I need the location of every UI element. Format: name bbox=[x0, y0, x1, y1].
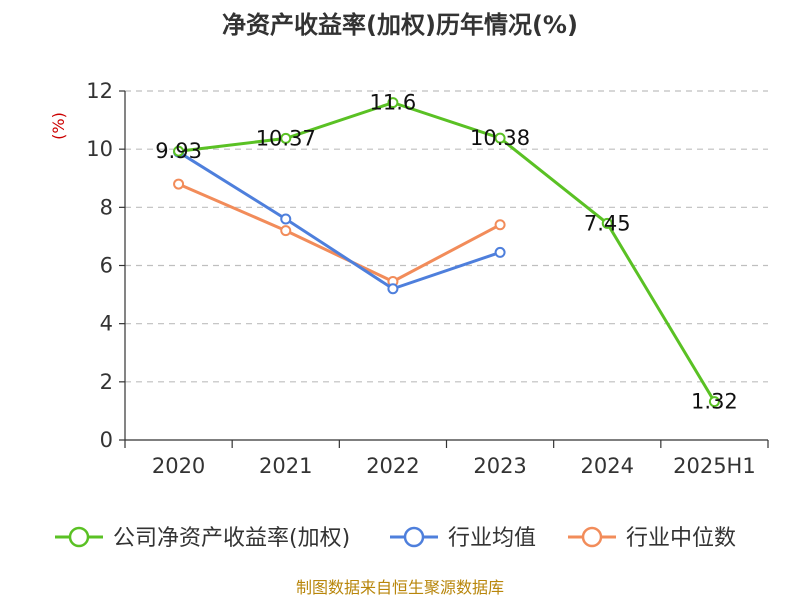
x-tick-label: 2020 bbox=[152, 454, 205, 478]
grid-lines bbox=[125, 90, 768, 383]
x-tick-label: 2021 bbox=[259, 454, 312, 478]
data-point bbox=[280, 132, 292, 144]
x-tick-label: 2024 bbox=[581, 454, 634, 478]
y-tick-label: 4 bbox=[100, 312, 113, 336]
data-label: 10.37 bbox=[256, 126, 316, 150]
data-point bbox=[494, 246, 506, 258]
data-label: 11.6 bbox=[370, 91, 417, 115]
axes: 0 2 4 6 8 10 12 2020 2021 2022 2023 2024 2025H1 bbox=[86, 79, 769, 478]
data-point bbox=[708, 396, 720, 408]
data-label: 10.38 bbox=[470, 126, 530, 150]
y-axis-unit-label: (%) bbox=[49, 112, 68, 140]
data-label: 1.32 bbox=[691, 390, 738, 414]
y-tick-label: 6 bbox=[100, 254, 113, 278]
data-point bbox=[280, 213, 292, 225]
y-tick-label: 0 bbox=[100, 428, 113, 452]
x-tick-label: 2022 bbox=[366, 454, 419, 478]
x-tick-label: 2023 bbox=[473, 454, 526, 478]
series-line bbox=[177, 182, 501, 283]
legend-label: 公司净资产收益率(加权) bbox=[113, 526, 350, 551]
legend-swatch-marker bbox=[581, 526, 603, 548]
series-line bbox=[177, 150, 501, 291]
legend-swatch-marker bbox=[403, 526, 425, 548]
y-tick-label: 8 bbox=[100, 195, 113, 219]
data-point bbox=[494, 132, 506, 144]
data-point bbox=[173, 178, 185, 190]
source-note: 制图数据来自恒生聚源数据库 bbox=[296, 578, 504, 597]
legend-swatch-marker bbox=[68, 526, 90, 548]
data-point bbox=[601, 217, 613, 229]
data-point bbox=[173, 145, 185, 157]
data-point bbox=[280, 225, 292, 237]
data-labels: 9.93 10.37 11.6 10.38 7.45 1.32 bbox=[155, 91, 738, 414]
y-tick-label: 2 bbox=[100, 370, 113, 394]
legend-label: 行业中位数 bbox=[626, 526, 736, 551]
series-lines bbox=[173, 97, 720, 408]
x-tick-label: 2025H1 bbox=[673, 454, 756, 478]
chart-title: 净资产收益率(加权)历年情况(%) bbox=[222, 11, 578, 39]
data-label: 7.45 bbox=[584, 211, 631, 235]
data-point bbox=[387, 283, 399, 295]
y-tick-label: 12 bbox=[86, 79, 113, 103]
data-label: 9.93 bbox=[155, 139, 202, 163]
data-point bbox=[494, 219, 506, 231]
data-point bbox=[387, 97, 399, 109]
legend: 公司净资产收益率(加权) 行业均值 行业中位数 bbox=[55, 526, 736, 551]
y-tick-label: 10 bbox=[86, 137, 113, 161]
legend-label: 行业均值 bbox=[448, 526, 536, 551]
series-line bbox=[178, 101, 716, 403]
